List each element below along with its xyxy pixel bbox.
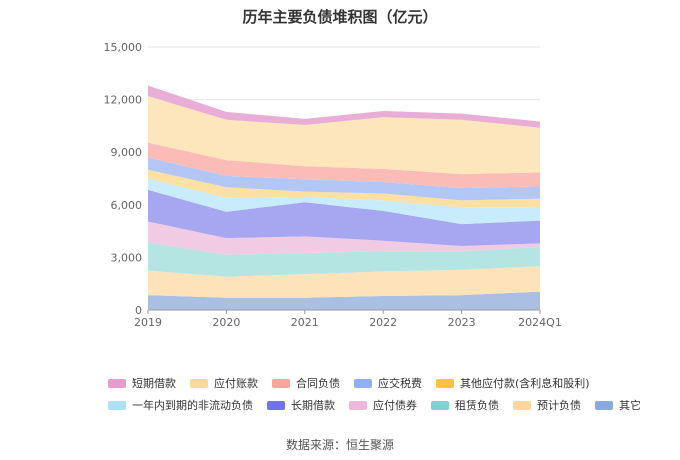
- x-tick-label: 2024Q1: [518, 316, 562, 329]
- x-tick-label: 2021: [291, 316, 319, 329]
- x-tick-label: 2022: [369, 316, 397, 329]
- legend-label: 合同负债: [296, 377, 340, 390]
- area-series-租赁负债: [148, 242, 540, 277]
- legend-label: 其它: [619, 399, 641, 412]
- x-tick-label: 2019: [134, 316, 162, 329]
- y-tick-label: 6,000: [111, 199, 143, 212]
- legend-label: 短期借款: [132, 377, 176, 390]
- legend-item[interactable]: 应付账款: [190, 375, 258, 391]
- area-series-其他应付款(含利息和股利): [148, 169, 540, 208]
- legend-label: 预计负债: [537, 399, 581, 412]
- legend-item[interactable]: 其他应付款(含利息和股利): [436, 375, 590, 391]
- legend-swatch: [190, 378, 208, 388]
- y-tick-label: 3,000: [111, 251, 143, 264]
- legend-label: 应付账款: [214, 377, 258, 390]
- stacked-area-chart: 0 3,000 6,000 9,000 12,000 15,000 2019 2020 2021…: [104, 41, 562, 329]
- legend-swatch: [513, 400, 531, 410]
- legend-swatch: [349, 400, 367, 410]
- legend-label: 其他应付款(含利息和股利): [460, 377, 590, 390]
- legend-item[interactable]: 长期借款: [267, 397, 335, 413]
- legend-swatch: [272, 378, 290, 388]
- y-tick-label: 0: [135, 304, 142, 317]
- legend-row-1: 短期借款 应付账款 合同负债 应交税费 其他应付款(含利息和股利): [108, 376, 628, 390]
- legend-row-2: 一年内到期的非流动负债 长期借款 应付债券 租赁负债 预计负债 其它: [108, 397, 641, 413]
- legend-item[interactable]: 合同负债: [272, 375, 340, 391]
- chart-legend: 短期借款 应付账款 合同负债 应交税费 其他应付款(含利息和股利) 一年内到期的非流动负…: [108, 376, 641, 420]
- legend-label: 租赁负债: [455, 399, 499, 412]
- chart-title: 历年主要负债堆积图（亿元）: [242, 8, 438, 26]
- legend-swatch: [436, 378, 454, 388]
- y-tick-label: 15,000: [104, 41, 143, 54]
- y-tick-label: 12,000: [104, 94, 143, 107]
- legend-swatch: [431, 400, 449, 410]
- legend-item[interactable]: 应付债券: [349, 397, 417, 413]
- legend-swatch: [108, 378, 126, 388]
- legend-swatch: [267, 400, 285, 410]
- legend-item[interactable]: 租赁负债: [431, 397, 499, 413]
- legend-item[interactable]: 一年内到期的非流动负债: [108, 397, 253, 413]
- legend-label: 长期借款: [291, 399, 335, 412]
- area-series-短期借款: [148, 85, 540, 128]
- area-series-应付账款: [148, 96, 540, 175]
- x-tick-label: 2023: [448, 316, 476, 329]
- legend-item[interactable]: 预计负债: [513, 397, 581, 413]
- area-series-应交税费: [148, 157, 540, 201]
- area-series-应付债券: [148, 221, 540, 255]
- legend-label: 应付债券: [373, 399, 417, 412]
- legend-item[interactable]: 应交税费: [354, 375, 422, 391]
- legend-item[interactable]: 短期借款: [108, 375, 176, 391]
- legend-swatch: [354, 378, 372, 388]
- area-series-合同负债: [148, 142, 540, 189]
- legend-item[interactable]: 其它: [595, 397, 641, 413]
- legend-label: 应交税费: [378, 377, 422, 390]
- area-series-长期借款: [148, 189, 540, 246]
- area-series-一年内到期的非流动负债: [148, 178, 540, 225]
- x-tick-label: 2020: [212, 316, 240, 329]
- legend-swatch: [595, 400, 613, 410]
- data-source: 数据来源：恒生聚源: [285, 438, 394, 452]
- area-series-预计负债: [148, 266, 540, 298]
- area-series-其它: [148, 291, 540, 310]
- legend-label: 一年内到期的非流动负债: [132, 399, 253, 412]
- legend-swatch: [108, 400, 126, 410]
- y-tick-label: 9,000: [111, 146, 143, 159]
